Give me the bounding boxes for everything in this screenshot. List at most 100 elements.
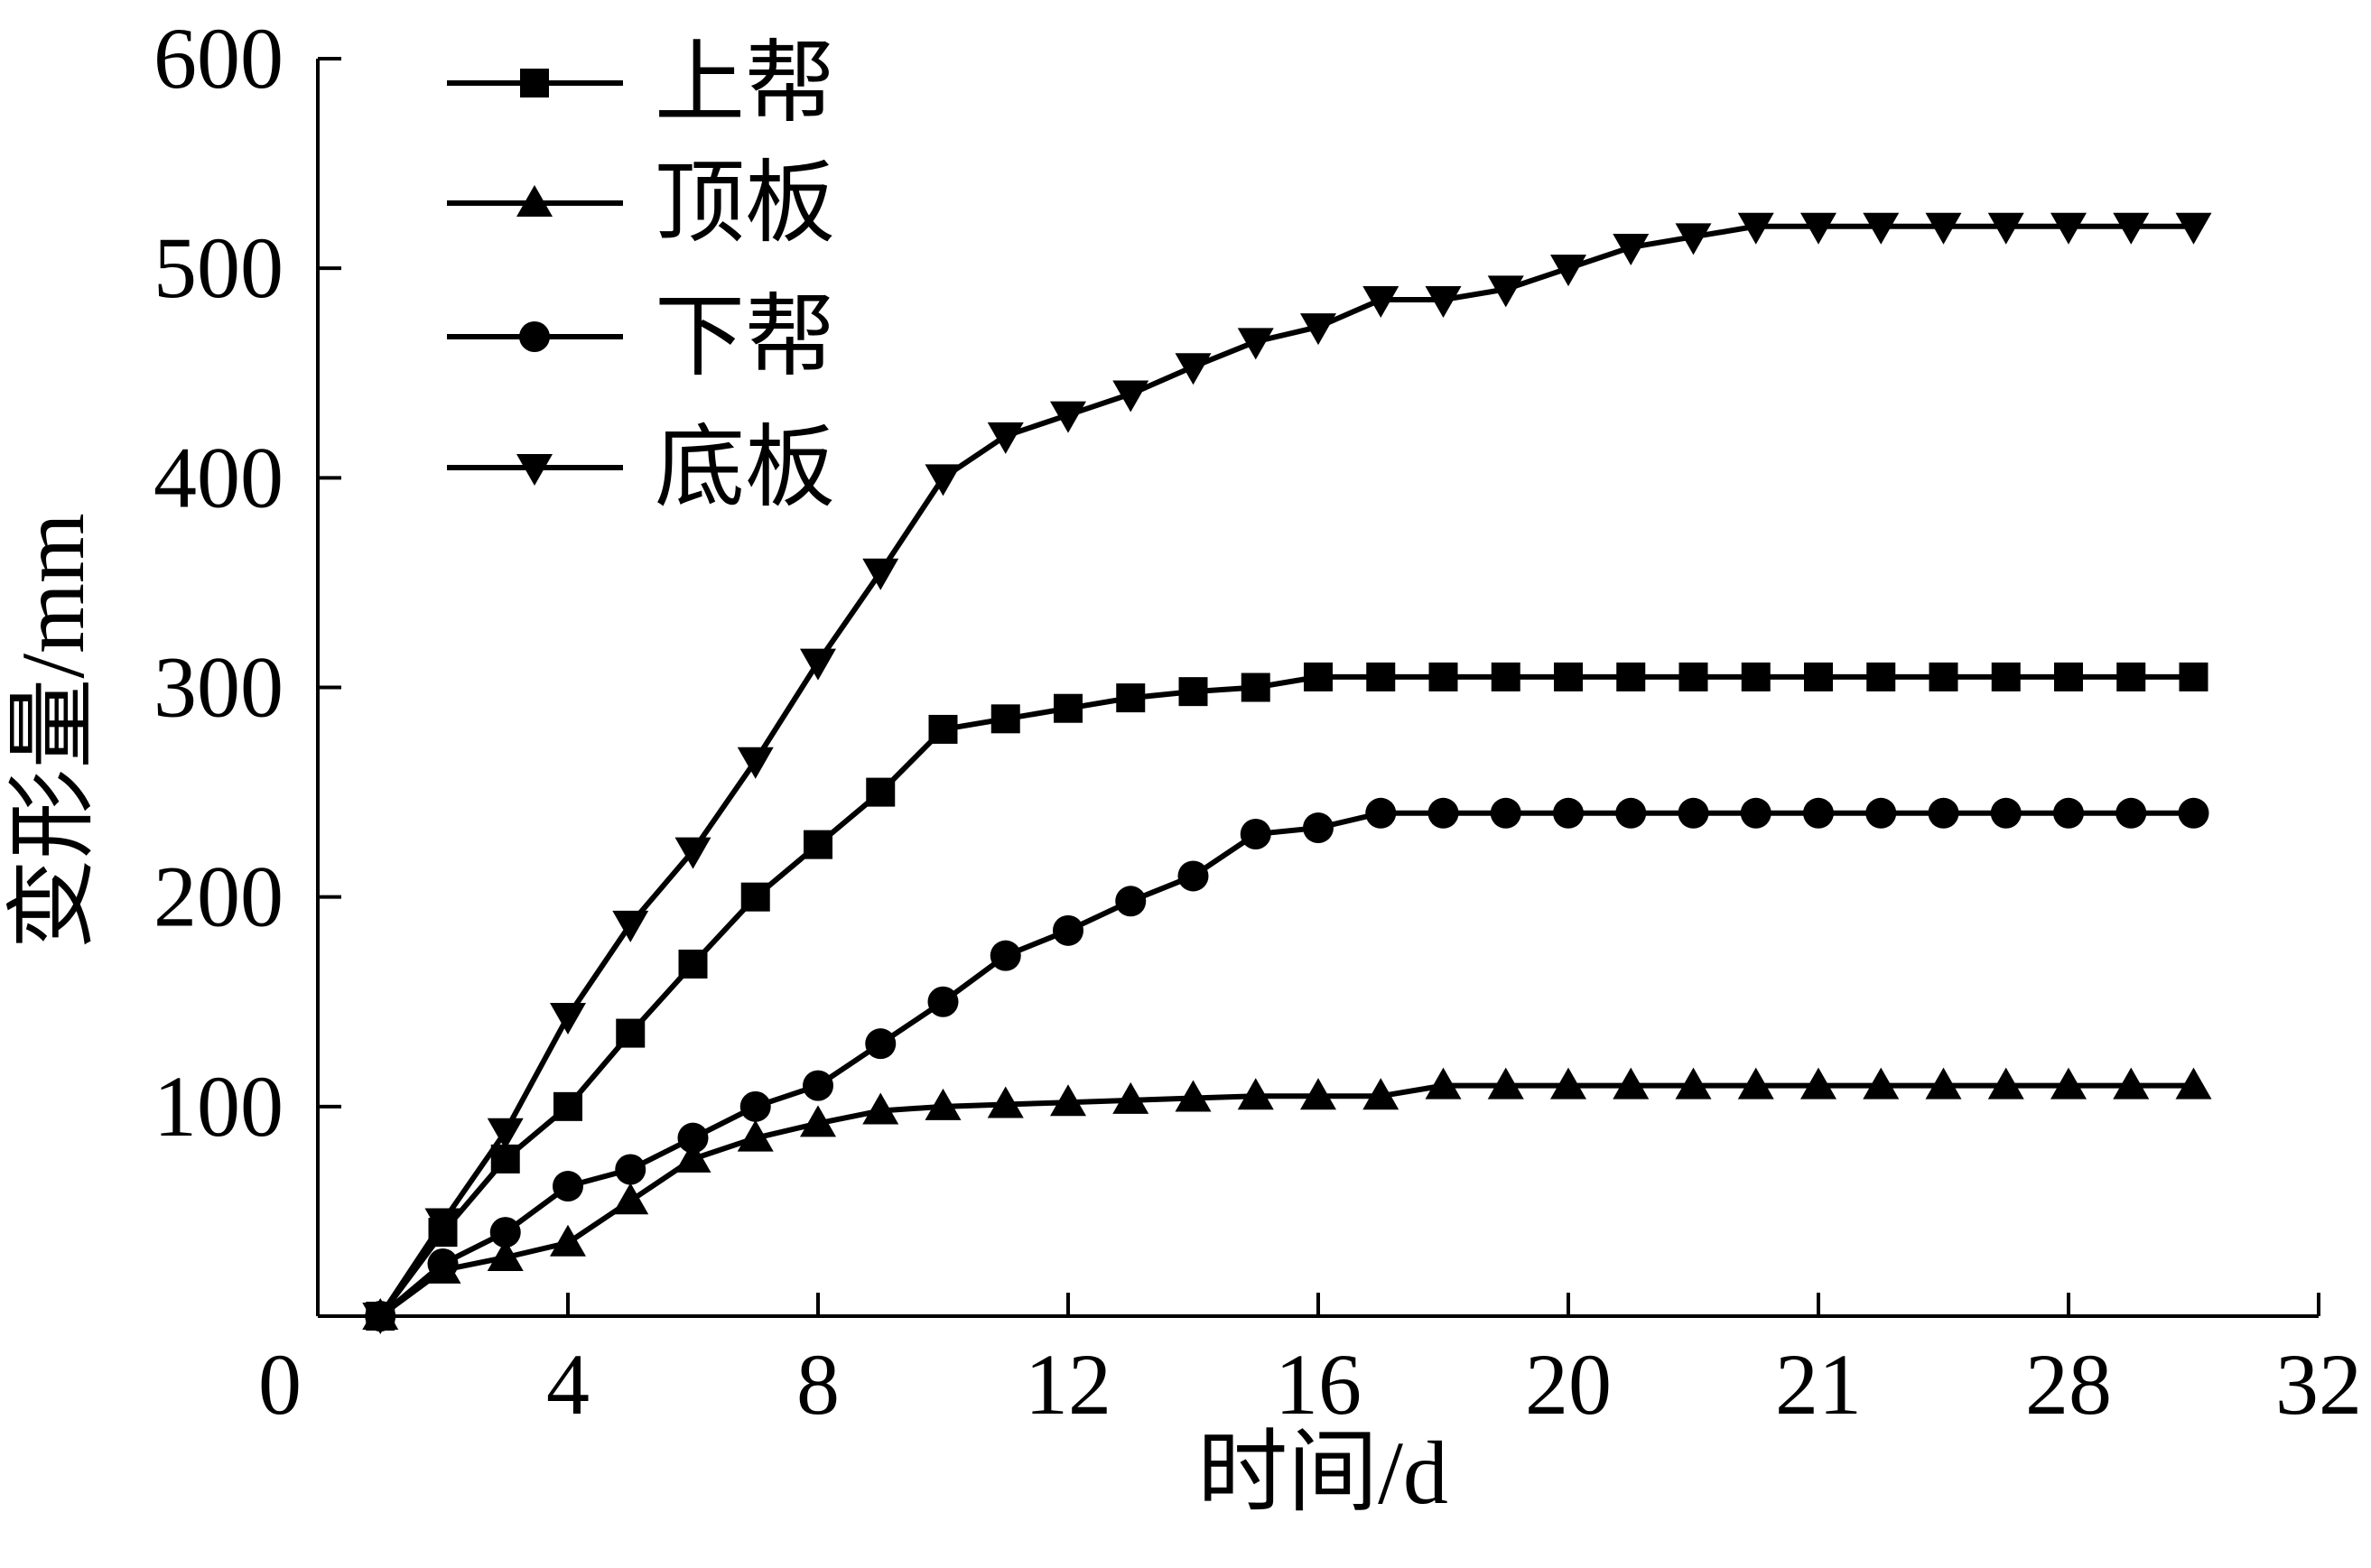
x-tick-label: 16: [1275, 1336, 1362, 1433]
data-point: [1175, 1080, 1212, 1112]
y-tick-label: 200: [153, 849, 284, 945]
y-axis-ticks: 600 500 400 300 200 100: [153, 10, 341, 1155]
data-point: [550, 1224, 586, 1257]
data-point: [1616, 662, 1646, 691]
x-tick-label: 12: [1025, 1336, 1111, 1433]
data-point: [1050, 401, 1086, 433]
legend-label: 上帮: [655, 33, 835, 134]
data-point: [1050, 1084, 1086, 1117]
data-point: [800, 648, 836, 681]
data-point: [1800, 1067, 1836, 1099]
data-point: [1303, 812, 1334, 844]
data-point: [489, 1217, 521, 1248]
series-triangle-up: [362, 1067, 2212, 1330]
data-point: [1425, 285, 1462, 318]
data-point: [1491, 662, 1520, 691]
data-point: [737, 1119, 774, 1152]
data-point: [1737, 1067, 1774, 1099]
data-point: [678, 949, 708, 979]
x-tick-label: 28: [2025, 1336, 2112, 1433]
data-point: [740, 882, 770, 912]
data-point: [612, 910, 649, 942]
y-tick-label: 300: [153, 639, 284, 736]
data-point: [1053, 914, 1083, 946]
x-axis-ticks: 0 4 8 12 16 20 21 28 32: [258, 1293, 2362, 1433]
x-axis-title: 时间/d: [1197, 1423, 1448, 1523]
data-point: [804, 830, 832, 859]
y-tick-label: 600: [153, 10, 284, 107]
data-point: [553, 1091, 582, 1121]
data-point: [987, 1086, 1024, 1118]
data-point: [677, 1122, 709, 1154]
data-point: [1240, 819, 1271, 850]
data-point: [1740, 797, 1771, 829]
data-point: [1054, 693, 1083, 723]
data-point: [1678, 662, 1708, 691]
data-point: [487, 1239, 524, 1271]
data-point: [987, 422, 1024, 454]
legend-item: 顶板: [447, 153, 835, 254]
data-point: [990, 704, 1020, 734]
data-point: [737, 747, 774, 779]
data-point: [674, 837, 711, 869]
axes: 0 4 8 12 16 20 21 28 32 600 500 400 300 200 100: [153, 10, 2362, 1433]
data-point: [1675, 223, 1712, 255]
x-tick-label: 32: [2275, 1336, 2362, 1433]
legend-label: 底板: [655, 418, 835, 518]
data-point: [1925, 1067, 1962, 1099]
series-line: [378, 810, 2194, 1319]
data-point: [1991, 662, 2021, 691]
data-point: [1115, 886, 1147, 917]
data-point: [2115, 797, 2147, 829]
data-point: [1425, 1067, 1462, 1099]
x-tick-label: 4: [546, 1336, 590, 1433]
data-point: [1863, 1067, 1900, 1099]
data-point: [612, 1183, 649, 1215]
data-point: [1427, 797, 1459, 829]
data-point: [2053, 797, 2084, 829]
data-point: [2175, 212, 2212, 245]
data-point: [1678, 797, 1709, 829]
series-line: [378, 1082, 2194, 1319]
data-point: [2113, 212, 2150, 245]
data-point: [1987, 212, 2024, 245]
data-point: [1865, 797, 1897, 829]
data-point: [1554, 662, 1583, 691]
data-point: [866, 777, 896, 807]
legend-marker: [519, 321, 550, 352]
data-point: [424, 1208, 461, 1240]
data-point: [2050, 1067, 2087, 1099]
series-layer: [362, 212, 2212, 1334]
data-point: [487, 1118, 524, 1150]
y-tick-label: 400: [153, 429, 284, 525]
data-point: [1866, 662, 1896, 691]
series-square: [366, 662, 2208, 1331]
data-point: [928, 714, 958, 744]
data-point: [2054, 662, 2083, 691]
x-tick-label: 8: [796, 1336, 840, 1433]
data-point: [427, 1248, 459, 1279]
data-point: [1613, 233, 1650, 265]
data-point: [862, 558, 899, 590]
data-point: [1928, 797, 1959, 829]
legend-label: 下帮: [655, 287, 835, 387]
data-point: [616, 1018, 646, 1048]
series-line: [377, 223, 2194, 1318]
data-point: [1362, 285, 1399, 318]
data-point: [1300, 313, 1336, 346]
data-point: [1428, 662, 1458, 691]
data-point: [927, 986, 959, 1017]
data-point: [1487, 1067, 1524, 1099]
data-point: [1304, 662, 1333, 691]
data-point: [2179, 662, 2208, 691]
data-point: [1675, 1067, 1712, 1099]
data-point: [739, 1090, 771, 1122]
data-point: [615, 1154, 646, 1185]
data-point: [862, 1092, 899, 1125]
data-point: [1550, 255, 1586, 287]
data-point: [1803, 797, 1834, 829]
data-point: [2175, 1067, 2212, 1099]
data-point: [1237, 1078, 1274, 1110]
